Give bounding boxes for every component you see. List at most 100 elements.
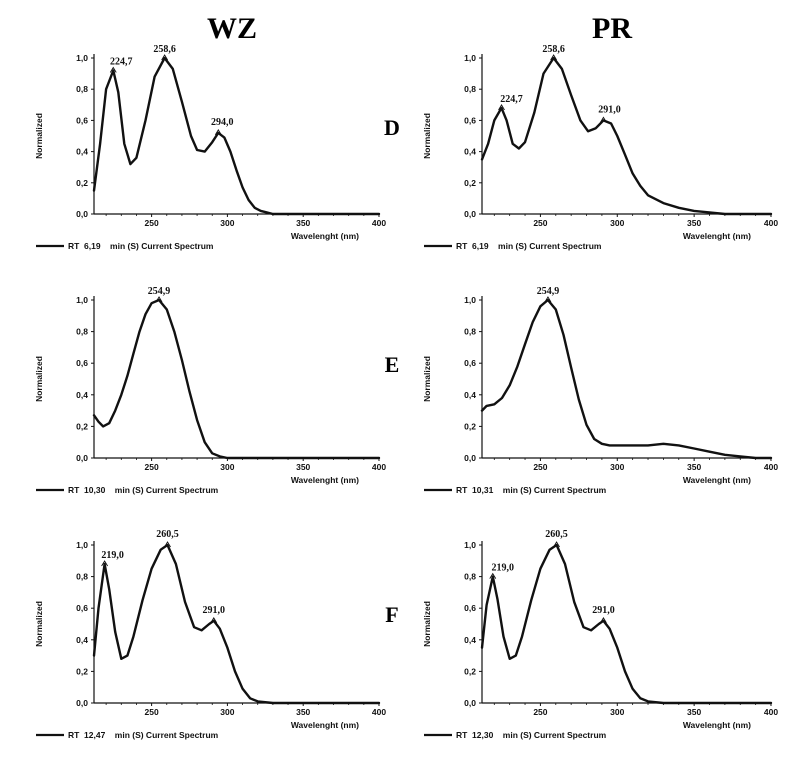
y-axis-label: Normalized <box>422 356 432 402</box>
x-axis-label: Wavelenght (nm) <box>683 231 751 241</box>
y-axis-label: Normalized <box>34 113 44 159</box>
y-tick-label: 1,0 <box>76 295 88 305</box>
peak-marker <box>600 116 607 123</box>
x-tick-label: 400 <box>372 462 386 472</box>
peak-label: 258,6 <box>153 44 176 55</box>
x-tick-label: 400 <box>372 707 386 717</box>
y-tick-label: 1,0 <box>464 295 476 305</box>
panel-d-pr: 0,0 0,2 0,4 0,6 0,8 1,0 250 300 350 400 Wavelenght… <box>422 44 778 251</box>
x-tick-label: 350 <box>687 707 701 717</box>
x-axis-label: Wavelenght (nm) <box>683 720 751 730</box>
y-tick-label: 1,0 <box>464 53 476 63</box>
row-label-f: F <box>385 602 398 627</box>
peak-label: 291,0 <box>598 104 621 115</box>
peak-label: 258,6 <box>542 44 565 55</box>
legend-label: RT 6,19 min (S) Current Spectrum <box>68 241 214 251</box>
y-tick-label: 0,6 <box>76 358 88 368</box>
y-tick-label: 0,4 <box>76 147 88 157</box>
x-tick-label: 300 <box>220 218 234 228</box>
spectrum-panels: 0,0 0,2 0,4 0,6 0,8 1,0 250 300 350 400 Wavelenght… <box>34 44 778 740</box>
spectrum-line <box>92 298 381 460</box>
y-tick-label: 0,2 <box>76 666 88 676</box>
y-tick-label: 0,6 <box>464 358 476 368</box>
x-tick-label: 300 <box>610 707 624 717</box>
x-tick-label: 400 <box>372 218 386 228</box>
y-tick-label: 0,6 <box>76 603 88 613</box>
y-tick-label: 0,4 <box>76 390 88 400</box>
y-tick-label: 0,0 <box>76 698 88 708</box>
x-tick-label: 250 <box>145 707 159 717</box>
y-tick-label: 0,2 <box>76 421 88 431</box>
x-tick-label: 250 <box>533 218 547 228</box>
row-label-e: E <box>385 352 400 377</box>
x-tick-label: 350 <box>687 462 701 472</box>
x-tick-label: 300 <box>610 218 624 228</box>
x-tick-label: 400 <box>764 707 778 717</box>
x-axis-label: Wavelenght (nm) <box>291 475 359 485</box>
peak-label: 254,9 <box>537 286 560 297</box>
y-tick-label: 0,6 <box>464 603 476 613</box>
peak-label: 219,0 <box>492 563 515 574</box>
peak-marker <box>155 296 163 303</box>
legend-label: RT 6,19 min (S) Current Spectrum <box>456 241 602 251</box>
peak-marker <box>164 541 171 548</box>
y-tick-label: 0,8 <box>464 327 476 337</box>
y-tick-label: 1,0 <box>76 540 88 550</box>
y-tick-label: 0,0 <box>464 453 476 463</box>
legend-label: RT 12,47 min (S) Current Spectrum <box>68 730 219 740</box>
spectrum-line <box>92 56 381 216</box>
x-tick-label: 350 <box>687 218 701 228</box>
y-axis-label: Normalized <box>422 601 432 647</box>
x-tick-label: 350 <box>296 218 310 228</box>
spectrum-line <box>480 56 773 216</box>
x-tick-label: 300 <box>220 462 234 472</box>
peak-label: 254,9 <box>148 286 171 297</box>
y-tick-label: 0,6 <box>464 115 476 125</box>
y-tick-label: 0,2 <box>464 421 476 431</box>
row-label-d: D <box>384 115 400 140</box>
x-tick-label: 300 <box>610 462 624 472</box>
y-tick-label: 0,8 <box>464 84 476 94</box>
y-tick-label: 0,0 <box>464 698 476 708</box>
x-tick-label: 300 <box>220 707 234 717</box>
y-tick-label: 0,2 <box>76 178 88 188</box>
column-header-pr: PR <box>592 12 632 45</box>
panel-d-wz: 0,0 0,2 0,4 0,6 0,8 1,0 250 300 350 400 Wavelenght… <box>34 44 386 251</box>
x-tick-label: 350 <box>296 707 310 717</box>
x-tick-label: 250 <box>145 462 159 472</box>
y-tick-label: 0,0 <box>76 209 88 219</box>
y-tick-label: 0,4 <box>464 147 476 157</box>
peak-label: 294,0 <box>211 117 234 128</box>
x-tick-label: 400 <box>764 462 778 472</box>
y-tick-label: 0,8 <box>464 572 476 582</box>
legend-label: RT 10,31 min (S) Current Spectrum <box>456 485 607 495</box>
peak-marker <box>161 54 169 61</box>
y-tick-label: 0,4 <box>76 635 88 645</box>
y-tick-label: 0,6 <box>76 115 88 125</box>
y-axis-label: Normalized <box>34 601 44 647</box>
panel-f-wz: 0,0 0,2 0,4 0,6 0,8 1,0 250 300 350 400 Wavelenght… <box>34 529 386 740</box>
peak-marker <box>600 616 607 624</box>
peak-marker <box>101 560 108 567</box>
peak-marker <box>498 104 505 111</box>
spectrum-line <box>480 543 773 705</box>
peak-label: 260,5 <box>156 529 179 540</box>
peak-marker <box>210 616 218 624</box>
panel-e-wz: 0,0 0,2 0,4 0,6 0,8 1,0 250 300 350 400 Wavelenght… <box>34 286 386 495</box>
x-tick-label: 250 <box>145 218 159 228</box>
legend-label: RT 10,30 min (S) Current Spectrum <box>68 485 219 495</box>
x-tick-label: 350 <box>296 462 310 472</box>
y-axis-label: Normalized <box>34 356 44 402</box>
column-header-wz: WZ <box>207 12 257 45</box>
peak-label: 224,7 <box>500 94 523 105</box>
y-tick-label: 0,8 <box>76 572 88 582</box>
y-tick-label: 0,0 <box>464 209 476 219</box>
peak-marker <box>214 129 222 136</box>
peak-marker <box>544 296 552 303</box>
y-tick-label: 0,8 <box>76 84 88 94</box>
y-tick-label: 1,0 <box>76 53 88 63</box>
x-tick-label: 250 <box>533 707 547 717</box>
y-tick-label: 0,4 <box>464 390 476 400</box>
peak-label: 260,5 <box>545 529 568 540</box>
